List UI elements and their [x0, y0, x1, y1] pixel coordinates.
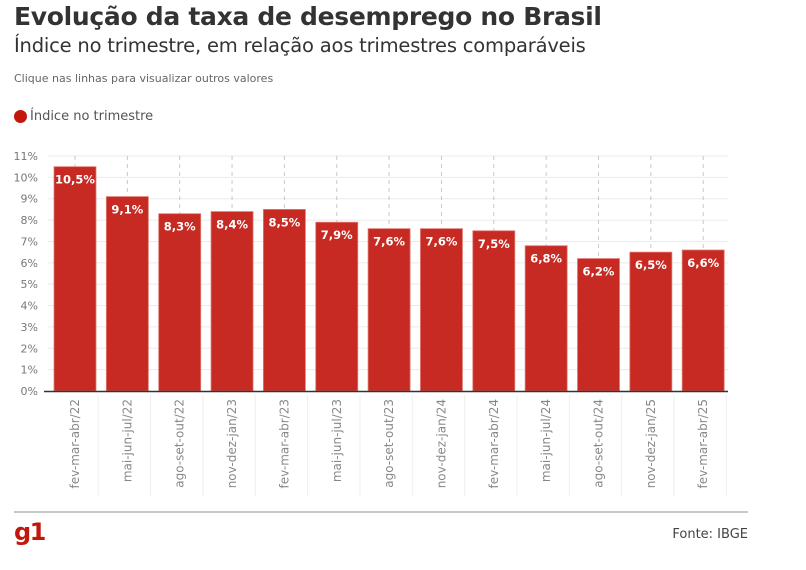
bar-chart: 0% 1% 2% 3% 4% 5% 6% 7% 8% 9% 10% 11% 10,5% 9,1% 8,3%…	[14, 150, 728, 496]
interaction-hint: Clique nas linhas para visualizar outros…	[14, 72, 274, 85]
bar-value-label: 6,5%	[635, 258, 667, 272]
bar[interactable]	[158, 213, 202, 392]
x-tick-label: fev-mar-abr/22	[68, 399, 82, 488]
x-tick-label: ago-set-out/24	[592, 399, 606, 488]
x-tick-label: mai-jun-jul/24	[539, 399, 553, 482]
bar[interactable]	[629, 251, 673, 392]
bar-value-label: 8,3%	[164, 220, 196, 234]
bar-value-label: 8,4%	[216, 218, 248, 232]
y-tick-label: 1%	[21, 364, 38, 377]
y-tick-label: 3%	[21, 321, 38, 334]
bar[interactable]	[472, 230, 516, 392]
bar[interactable]	[105, 196, 149, 392]
y-tick-label: 11%	[14, 150, 38, 163]
bar[interactable]	[210, 211, 254, 392]
y-tick-label: 6%	[21, 257, 38, 270]
bar-value-label: 6,6%	[687, 256, 719, 270]
x-tick-label: fev-mar-abr/25	[696, 399, 710, 488]
bar-value-label: 9,1%	[111, 203, 143, 217]
x-tick-label: fev-mar-abr/23	[277, 399, 291, 488]
x-tick-label: ago-set-out/22	[173, 399, 187, 488]
bar-value-label: 7,6%	[425, 235, 457, 249]
bar[interactable]	[315, 221, 359, 392]
bar[interactable]	[577, 258, 620, 392]
x-tick-label: ago-set-out/23	[382, 399, 396, 488]
y-tick-label: 0%	[21, 385, 38, 398]
bar-value-label: 7,9%	[321, 228, 353, 242]
bar[interactable]	[681, 249, 725, 392]
x-tick-label: nov-dez-jan/24	[434, 399, 448, 488]
legend-item[interactable]: Índice no trimestre	[14, 109, 153, 124]
y-tick-label: 4%	[21, 300, 38, 313]
bar-value-label: 7,5%	[478, 237, 510, 251]
chart-subtitle: Índice no trimestre, em relação aos trim…	[14, 34, 586, 57]
x-tick-label: mai-jun-jul/23	[330, 399, 344, 482]
bar-value-label: 8,5%	[268, 215, 300, 229]
bar[interactable]	[367, 228, 411, 392]
x-tick-label: nov-dez-jan/23	[225, 399, 239, 488]
legend-label: Índice no trimestre	[30, 109, 154, 124]
bars: 10,5% 9,1% 8,3% 8,4% 8,5% 7,9% 7,6% 7,6% 7,5% 6,8…	[53, 166, 725, 392]
bar[interactable]	[262, 209, 306, 392]
bar-value-label: 6,8%	[530, 252, 562, 266]
bar[interactable]	[53, 166, 97, 392]
y-tick-label: 5%	[21, 278, 38, 291]
y-tick-label: 10%	[14, 171, 38, 184]
y-tick-label: 9%	[21, 193, 38, 206]
y-tick-label: 7%	[21, 235, 38, 248]
g1-logo: g1	[14, 518, 46, 546]
bar-value-label: 6,2%	[583, 265, 615, 279]
bar[interactable]	[524, 245, 568, 392]
x-axis: fev-mar-abr/22 mai-jun-jul/22 ago-set-out/…	[44, 390, 728, 496]
x-tick-label: fev-mar-abr/24	[487, 399, 501, 488]
chart-title: Evolução da taxa de desemprego no Brasil	[14, 2, 602, 31]
bar[interactable]	[420, 228, 463, 392]
y-tick-label: 8%	[21, 214, 38, 227]
bar-value-label: 10,5%	[55, 173, 95, 187]
bar-value-label: 7,6%	[373, 235, 405, 249]
x-tick-label: nov-dez-jan/25	[644, 399, 658, 488]
source-credit: Fonte: IBGE	[672, 527, 748, 542]
y-axis: 0% 1% 2% 3% 4% 5% 6% 7% 8% 9% 10% 11%	[14, 150, 38, 398]
y-tick-label: 2%	[21, 342, 38, 355]
footer-divider	[14, 511, 748, 513]
legend-dot-icon	[14, 110, 27, 123]
x-tick-label: mai-jun-jul/22	[120, 399, 134, 482]
